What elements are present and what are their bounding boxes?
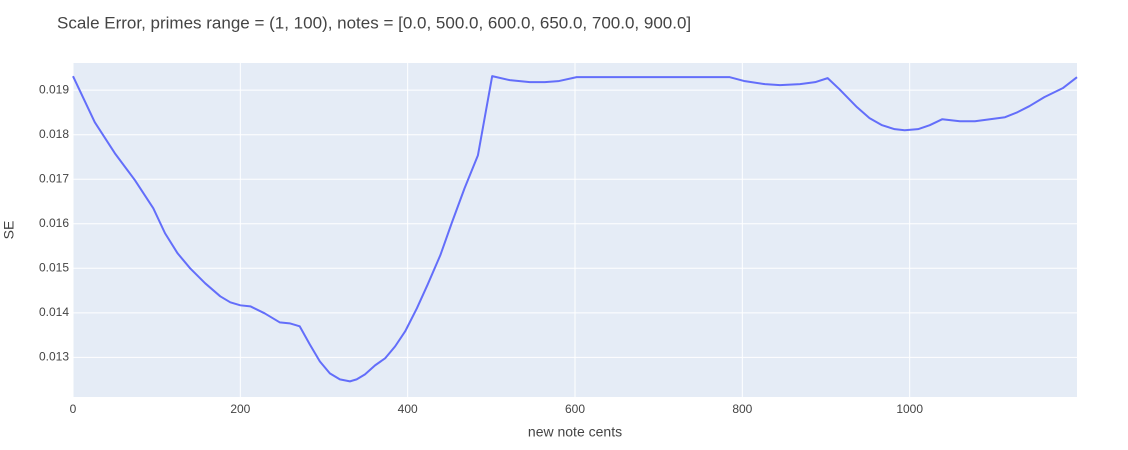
y-tick-label: 0.019 <box>39 82 69 96</box>
x-tick-label: 1000 <box>896 402 923 416</box>
x-tick-label: 400 <box>398 402 418 416</box>
x-tick-label: 200 <box>230 402 250 416</box>
x-tick-label: 600 <box>565 402 585 416</box>
x-tick-label: 0 <box>70 402 77 416</box>
y-axis-title: SE <box>1 221 17 240</box>
y-tick-label: 0.015 <box>39 260 69 274</box>
data-line <box>72 75 1078 383</box>
y-tick-label: 0.013 <box>39 350 69 364</box>
x-tick-label: 800 <box>732 402 752 416</box>
y-tick-label: 0.018 <box>39 127 69 141</box>
y-tick-label: 0.014 <box>39 305 69 319</box>
chart-title: Scale Error, primes range = (1, 100), no… <box>57 13 691 32</box>
x-axis-title: new note cents <box>528 424 622 440</box>
y-tick-label: 0.016 <box>39 216 69 230</box>
y-tick-label: 0.017 <box>39 171 69 185</box>
